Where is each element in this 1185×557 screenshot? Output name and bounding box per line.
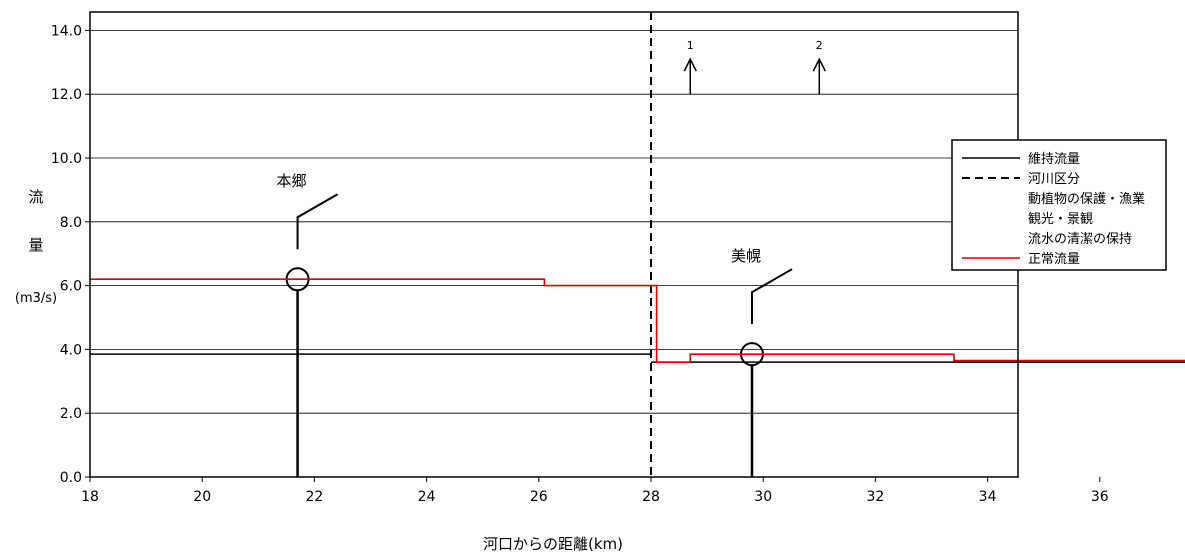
tick-labels: 0.0 2.0 4.0 6.0 8.0 10.0 12.0 14.0 18 20 22 24 26 28 3… [51, 23, 1109, 505]
gridlines [90, 29, 1018, 414]
plot-frame [89, 11, 1019, 478]
station-name-1: 本郷 [277, 172, 307, 190]
legend-box [951, 139, 1167, 271]
legend-label-2: 河川区分 [1028, 172, 1080, 187]
x-tick-label-6: 30 [754, 489, 772, 505]
tributary-arrow-head-2 [812, 57, 826, 72]
legend-label-5: 流水の清潔の保持 [1028, 232, 1132, 247]
y-tick-label-2: 4.0 [60, 342, 82, 358]
x-tick-label-7: 32 [866, 489, 884, 505]
y-axis-label-unit: (m3/s) [15, 291, 57, 306]
x-tick-label-2: 22 [305, 489, 323, 505]
axis-labels: 河口からの距離(km) 流 量 (m3/s) [15, 188, 623, 553]
x-tick-label-3: 24 [418, 489, 436, 505]
station-name-2: 美幌 [731, 247, 761, 265]
x-tick-label-5: 28 [642, 489, 660, 505]
tributary-label-1: 1 [687, 39, 694, 52]
tributary-label-2: 2 [816, 39, 823, 52]
legend-label-1: 維持流量 [1028, 152, 1080, 167]
y-tick-label-7: 14.0 [51, 23, 82, 39]
y-tick-label-1: 2.0 [60, 406, 82, 422]
legend-label-3: 動植物の保護・漁業 [1028, 191, 1145, 207]
normal-flow-line [90, 278, 1185, 363]
y-axis-label-char-1: 流 [28, 188, 43, 206]
y-tick-label-3: 6.0 [60, 279, 82, 295]
x-axis-label: 河口からの距離(km) [483, 535, 623, 553]
series-lines [90, 278, 1185, 363]
station-leader-2 [750, 268, 793, 325]
tributary-arrows: 123456789 [683, 39, 826, 95]
x-tick-label-9: 36 [1091, 489, 1109, 505]
x-tick-label-1: 20 [193, 489, 211, 505]
station-leader-1 [296, 193, 339, 250]
y-tick-label-0: 0.0 [60, 470, 82, 486]
y-tick-label-6: 12.0 [51, 87, 82, 103]
x-tick-label-4: 26 [530, 489, 548, 505]
x-tick-label-0: 18 [81, 489, 99, 505]
tributary-arrow-head-1 [683, 57, 697, 72]
y-tick-label-5: 10.0 [51, 151, 82, 167]
y-tick-label-4: 8.0 [60, 215, 82, 231]
x-tick-label-8: 34 [979, 489, 997, 505]
legend-label-4: 観光・景観 [1028, 212, 1093, 227]
y-axis-label-char-2: 量 [28, 236, 43, 254]
legend-label-6: 正常流量 [1028, 252, 1080, 267]
